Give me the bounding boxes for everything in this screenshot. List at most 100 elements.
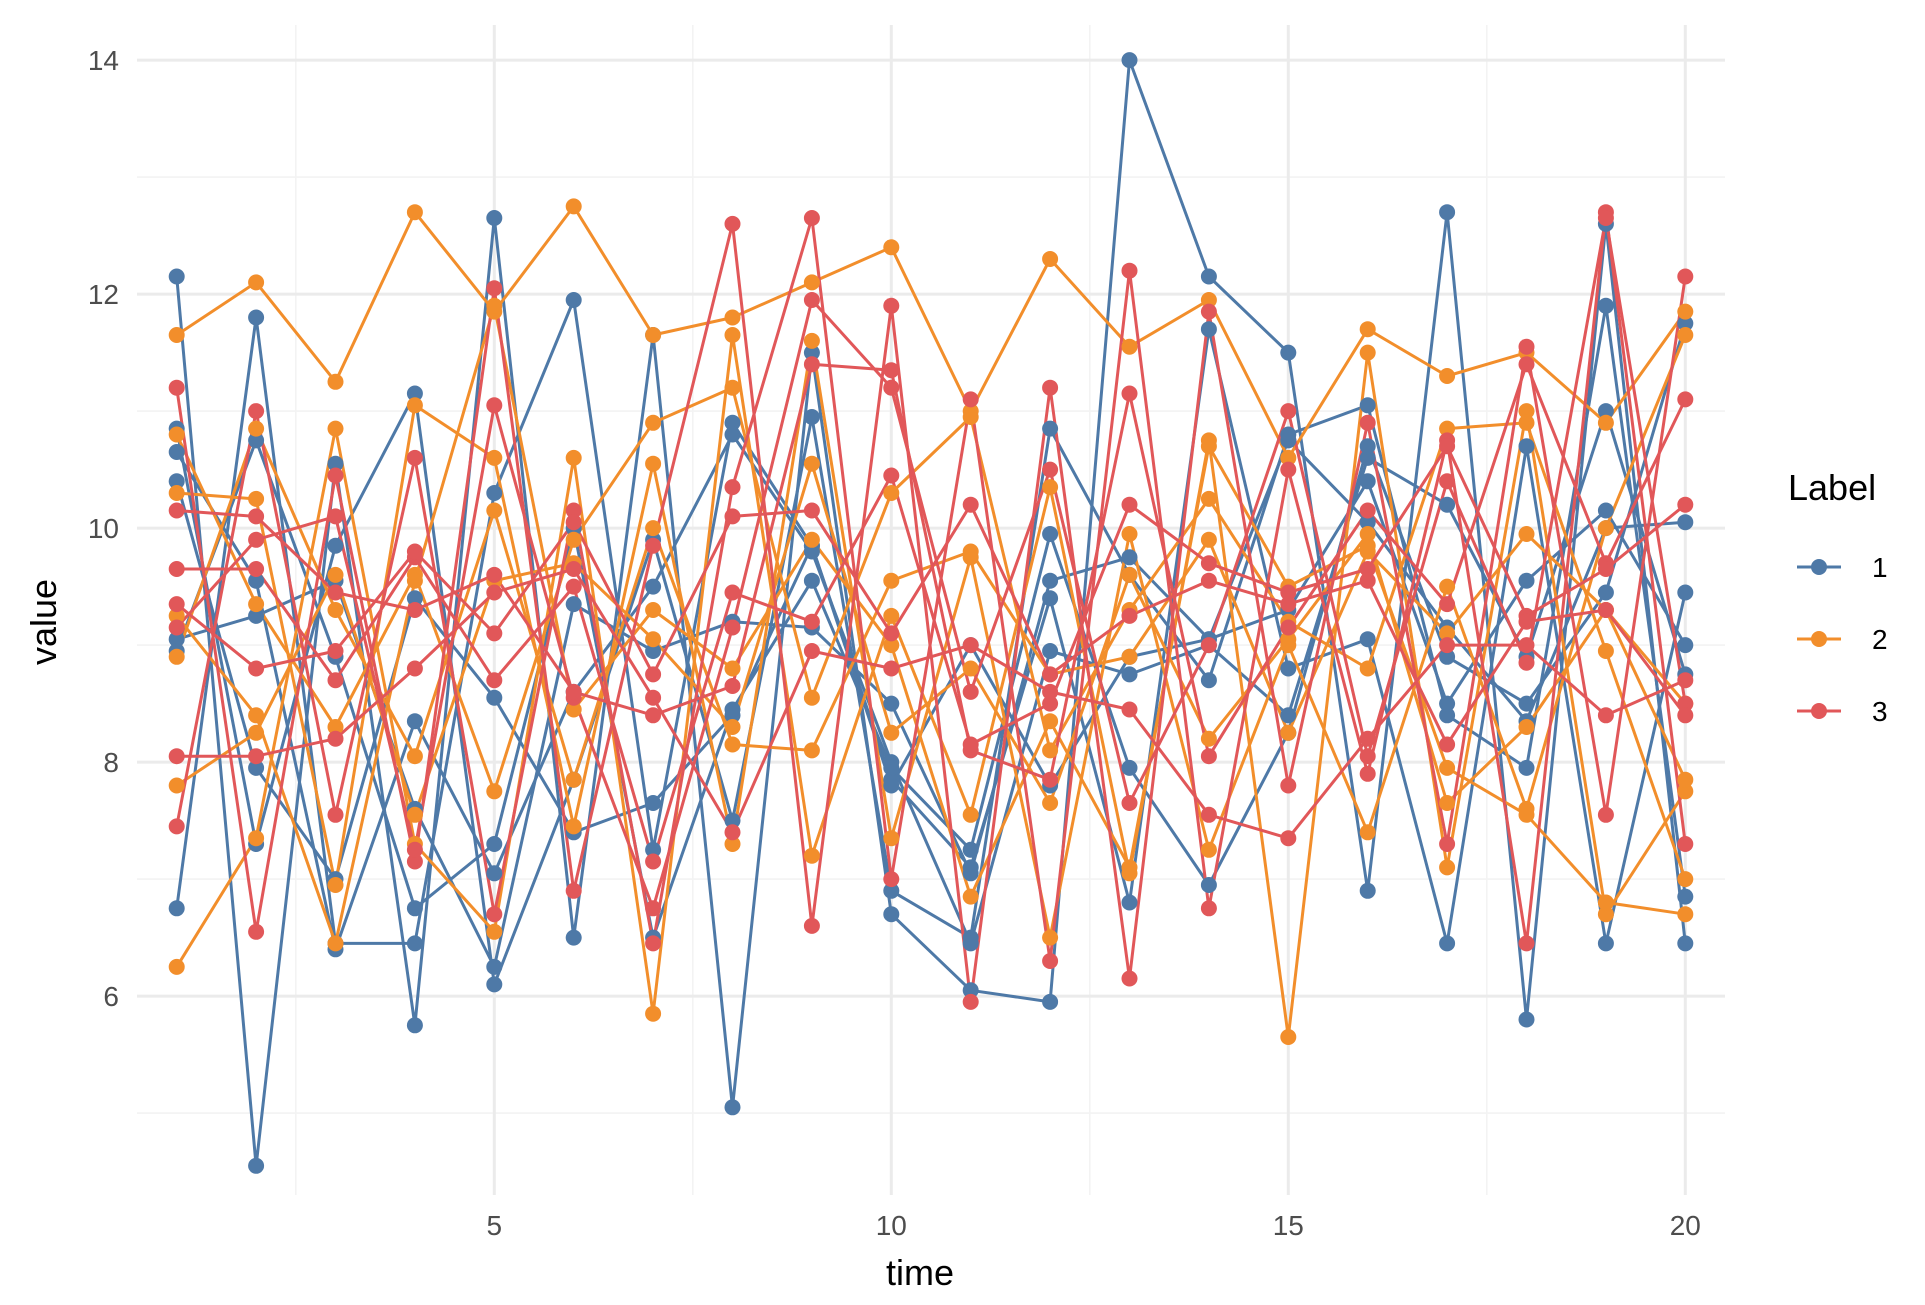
data-point-group-1: [1359, 449, 1376, 466]
series-line-group-3: [176, 444, 1687, 863]
data-point-group-2: [1677, 771, 1694, 788]
data-point-group-3: [962, 993, 979, 1010]
data-point-group-1: [406, 1017, 423, 1034]
data-point-group-2: [168, 777, 185, 794]
series-line-group-1: [175, 298, 1687, 945]
data-point-group-2: [248, 830, 265, 847]
legend-items: 1 2 3: [1797, 552, 1888, 727]
data-point-group-1: [248, 309, 265, 326]
data-point-group-3: [1677, 707, 1694, 724]
data-point-group-3: [1518, 356, 1535, 373]
data-point-group-2: [1439, 368, 1456, 384]
data-point-group-3: [1359, 748, 1376, 765]
data-point-group-1: [1597, 584, 1614, 601]
data-point-group-2: [168, 648, 185, 665]
data-point-group-3: [645, 666, 662, 683]
data-point-group-3: [1042, 461, 1059, 478]
data-point-group-2: [883, 830, 900, 847]
data-point-group-2: [248, 274, 265, 291]
data-point-group-1: [327, 537, 344, 554]
data-point-group-2: [1042, 479, 1059, 496]
data-point-group-3: [327, 643, 344, 659]
data-point-group-3: [1439, 596, 1456, 613]
data-point-group-1: [486, 836, 503, 852]
data-point-group-2: [486, 297, 503, 314]
data-point-group-1: [565, 292, 582, 308]
data-point-group-2: [168, 485, 185, 501]
data-point-group-3: [724, 584, 741, 601]
data-point-group-2: [406, 806, 423, 823]
data-point-group-3: [1518, 935, 1535, 952]
data-point-group-2: [1200, 490, 1217, 507]
data-point-group-1: [565, 596, 582, 613]
data-point-group-1: [1359, 473, 1376, 490]
data-point-group-3: [327, 730, 344, 747]
data-point-group-2: [724, 719, 741, 735]
data-point-group-1: [803, 344, 820, 361]
data-point-group-1: [1597, 502, 1614, 519]
data-point-group-3: [1677, 496, 1694, 513]
data-point-group-2: [883, 572, 900, 589]
data-point-group-3: [565, 683, 582, 700]
data-point-group-2: [248, 724, 265, 741]
data-point-group-2: [327, 935, 344, 952]
data-point-group-2: [1439, 795, 1456, 811]
data-point-group-3: [1042, 683, 1059, 700]
data-point-group-2: [1597, 520, 1614, 537]
data-point-group-1: [1677, 315, 1694, 332]
legend-item-1: 1: [1797, 552, 1888, 583]
data-point-group-1: [248, 1157, 265, 1174]
data-point-group-3: [406, 853, 423, 870]
data-point-group-1: [724, 812, 741, 829]
data-point-group-1: [1439, 204, 1456, 221]
x-axis-ticks: 5 10 15 20: [487, 1210, 1701, 1241]
data-point-group-3: [1359, 561, 1376, 577]
data-point-group-2: [168, 426, 185, 443]
data-point-group-3: [486, 280, 503, 297]
data-point-group-1: [1121, 52, 1138, 69]
data-point-group-3: [565, 882, 582, 899]
data-point-group-1: [883, 777, 900, 794]
data-point-group-1: [724, 701, 741, 718]
data-point-group-1: [1042, 643, 1059, 659]
data-point-group-3: [1359, 765, 1376, 782]
data-point-group-2: [1597, 414, 1614, 431]
data-point-group-2: [1200, 730, 1217, 747]
data-point-group-2: [1439, 578, 1456, 595]
data-point-group-3: [248, 923, 265, 940]
data-point-group-3: [883, 625, 900, 642]
data-point-group-1: [406, 900, 423, 917]
data-point-group-1: [1439, 935, 1456, 952]
data-point-group-2: [1359, 321, 1376, 338]
data-point-group-2: [883, 607, 900, 624]
data-point-group-3: [406, 602, 423, 618]
data-point-group-1: [1042, 572, 1059, 589]
data-point-group-2: [1597, 643, 1614, 659]
data-point-group-3: [248, 561, 265, 577]
data-point-group-3: [645, 935, 662, 952]
data-point-group-2: [565, 771, 582, 788]
data-point-group-3: [1280, 619, 1297, 636]
data-point-group-1: [1042, 590, 1059, 607]
data-point-group-3: [168, 379, 185, 396]
data-point-group-1: [883, 882, 900, 899]
data-point-group-2: [645, 327, 662, 343]
y-tick-label: 8: [103, 747, 119, 778]
data-point-group-2: [883, 239, 900, 256]
series-line-group-3: [176, 567, 1686, 840]
data-point-group-1: [1121, 759, 1138, 776]
data-point-group-1: [1677, 935, 1694, 952]
data-point-group-2: [1280, 724, 1297, 741]
x-tick-label: 10: [876, 1210, 907, 1241]
data-point-group-2: [486, 923, 503, 940]
data-point-group-2: [1359, 344, 1376, 361]
data-point-group-3: [406, 841, 423, 858]
data-point-group-3: [1042, 379, 1059, 396]
data-point-group-3: [1359, 414, 1376, 431]
data-point-group-2: [1677, 906, 1694, 923]
data-point-group-1: [406, 935, 423, 952]
data-point-group-2: [565, 449, 582, 466]
data-point-group-1: [168, 631, 185, 648]
data-point-group-3: [168, 561, 185, 577]
data-point-group-2: [1439, 420, 1456, 437]
